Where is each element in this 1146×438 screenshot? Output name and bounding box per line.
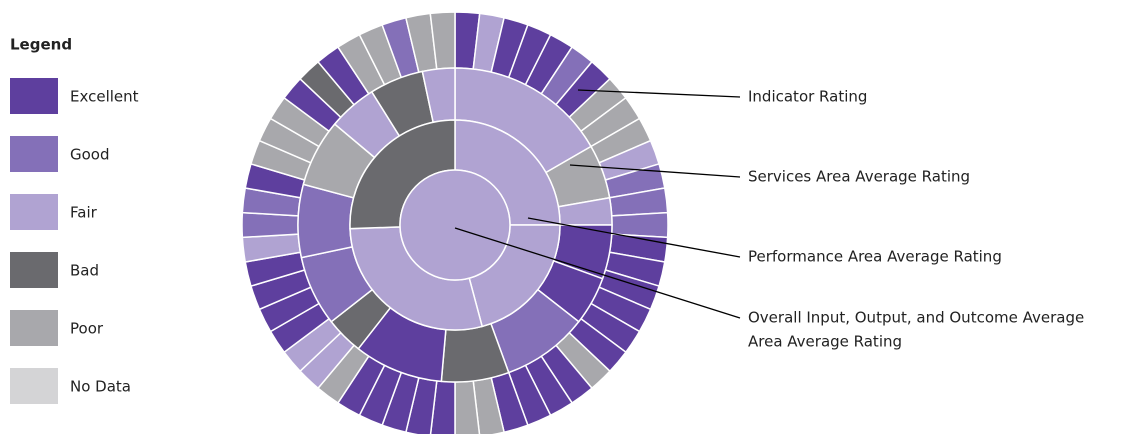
legend-label: Bad	[70, 262, 99, 280]
callout-label: Overall Input, Output, and Outcome Avera…	[748, 309, 1084, 327]
callout-line	[527, 217, 741, 258]
overall-center	[399, 169, 511, 281]
callout-label: Area Average Rating	[748, 333, 902, 351]
legend-label: Fair	[70, 204, 98, 222]
legend-swatch	[10, 310, 58, 346]
callout-label: Indicator Rating	[748, 88, 867, 106]
legend-swatch	[10, 78, 58, 114]
legend-label: Excellent	[70, 88, 139, 106]
legend-swatch	[10, 252, 58, 288]
callout-line	[454, 227, 741, 319]
indicator-segment	[610, 211, 669, 239]
legend-label: Good	[70, 146, 110, 164]
legend-label: No Data	[70, 378, 131, 396]
callout-label: Services Area Average Rating	[748, 168, 970, 186]
indicator-segment	[241, 211, 300, 239]
legend-label: Poor	[70, 320, 104, 338]
callout-line	[569, 164, 741, 178]
legend-swatch	[10, 368, 58, 404]
legend-swatch	[10, 136, 58, 172]
callout-label: Performance Area Average Rating	[748, 248, 1002, 266]
legend-title: Legend	[10, 36, 72, 54]
callout-line	[577, 89, 741, 98]
legend-swatch	[10, 194, 58, 230]
